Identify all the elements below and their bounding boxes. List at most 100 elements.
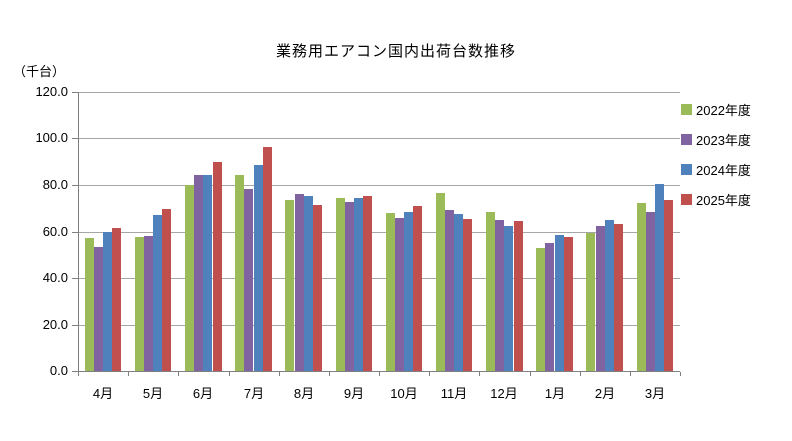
x-axis-label: 10月 [390,386,418,401]
gridline [78,185,680,186]
bar-12月-2025年度 [514,221,523,371]
y-axis-tick [72,371,78,372]
x-axis-tick [229,372,230,376]
x-axis-tick [178,372,179,376]
x-axis-tick [479,372,480,376]
x-axis-label: 9月 [343,386,365,401]
x-axis-tick [680,372,681,376]
bar-7月-2023年度 [244,189,253,371]
x-axis-label: 7月 [243,386,265,401]
x-axis-tick [78,372,79,376]
bar-2月-2024年度 [605,220,614,371]
bar-4月-2025年度 [112,228,121,371]
bar-12月-2022年度 [486,212,495,371]
bar-5月-2022年度 [135,237,144,371]
y-axis-tick [72,138,78,139]
y-axis-tick-label: 80.0 [42,177,68,192]
bar-8月-2025年度 [313,205,322,371]
bar-8月-2022年度 [285,200,294,371]
bar-2月-2022年度 [586,233,595,371]
x-axis-label: 3月 [644,386,666,401]
legend-item-2022年度: 2022年度 [681,101,751,118]
bar-8月-2024年度 [304,196,313,371]
bar-9月-2023年度 [345,202,354,371]
y-axis-tick [72,232,78,233]
y-axis-tick-label: 20.0 [42,317,68,332]
x-axis-label: 4月 [92,386,114,401]
y-axis-tick [72,278,78,279]
bar-7月-2024年度 [254,165,263,371]
y-axis-unit-label: （千台） [13,64,66,79]
bar-3月-2023年度 [646,212,655,371]
x-axis-label: 1月 [544,386,566,401]
y-axis-tick [72,325,78,326]
y-axis-tick-label: 40.0 [42,270,68,285]
legend: 2022年度 2023年度 2024年度 2025年度 [681,101,751,221]
bar-9月-2024年度 [354,198,363,371]
gridline [78,232,680,233]
x-axis-label: 6月 [192,386,214,401]
legend-swatch-icon [681,193,692,205]
legend-swatch-icon [681,103,692,115]
x-axis-tick [429,372,430,376]
y-axis-tick-label: 100.0 [35,130,68,145]
bar-10月-2025年度 [413,206,422,371]
gridline [78,278,680,279]
bar-1月-2025年度 [564,237,573,371]
x-axis-label: 8月 [293,386,315,401]
bar-10月-2023年度 [395,218,404,371]
y-axis-tick-label: 120.0 [35,84,68,99]
bar-5月-2024年度 [153,215,162,371]
x-axis-tick [630,372,631,376]
bar-1月-2023年度 [545,243,554,371]
chart-title: 業務用エアコン国内出荷台数推移 [275,43,516,60]
bar-8月-2023年度 [295,194,304,371]
gridline [78,138,680,139]
x-axis-tick [329,372,330,376]
bar-11月-2023年度 [445,210,454,371]
bar-9月-2025年度 [363,196,372,371]
bar-6月-2023年度 [194,175,203,371]
y-axis-tick-label: 60.0 [42,224,68,239]
y-axis-line [78,92,79,372]
x-axis-label: 2月 [594,386,616,401]
bar-6月-2025年度 [213,162,222,371]
bar-5月-2025年度 [162,209,171,371]
bar-6月-2022年度 [185,185,194,371]
bar-11月-2022年度 [436,193,445,371]
x-axis-tick [379,372,380,376]
bar-4月-2023年度 [94,247,103,371]
x-axis-tick [580,372,581,376]
bar-10月-2024年度 [404,212,413,371]
legend-label: 2023年度 [696,132,751,148]
bar-5月-2023年度 [144,236,153,371]
bar-2月-2023年度 [596,226,605,371]
bar-12月-2023年度 [495,220,504,371]
x-axis-label: 5月 [142,386,164,401]
x-axis-tick [530,372,531,376]
legend-item-2024年度: 2024年度 [681,161,751,178]
bar-11月-2025年度 [463,219,472,371]
x-axis-label: 12月 [490,386,518,401]
bar-4月-2024年度 [103,232,112,371]
y-axis-tick-label: 0.0 [49,363,68,378]
bar-4月-2022年度 [85,238,94,371]
y-axis-tick [72,92,78,93]
legend-swatch-icon [681,133,692,145]
x-axis-line [78,371,680,372]
bar-7月-2025年度 [263,147,272,371]
bar-1月-2022年度 [536,248,545,371]
legend-item-2025年度: 2025年度 [681,191,751,208]
bar-1月-2024年度 [555,235,564,371]
bar-2月-2025年度 [614,224,623,371]
bar-9月-2022年度 [336,198,345,371]
bar-12月-2024年度 [504,226,513,371]
legend-label: 2025年度 [696,192,751,208]
bar-3月-2024年度 [655,184,664,371]
gridline [78,325,680,326]
bar-3月-2025年度 [664,200,673,371]
bar-10月-2022年度 [386,213,395,371]
bar-6月-2024年度 [203,175,212,371]
legend-item-2023年度: 2023年度 [681,131,751,148]
